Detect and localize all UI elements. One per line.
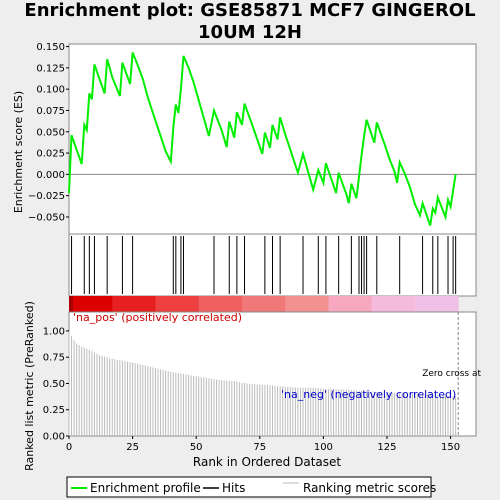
- heat-segment: [69, 296, 113, 312]
- es-y-tick-label: 0.025: [36, 149, 65, 160]
- x-axis-ticks: 0 25 50 75 100 125 150: [66, 436, 460, 453]
- es-y-ticks: −0.050 −0.025 0.000 0.025 0.050 0.075 0.100 0.1…: [28, 42, 69, 223]
- x-tick-label: 150: [441, 442, 460, 453]
- heat-segment: [372, 296, 416, 312]
- ranking-heat-bar: [69, 296, 459, 312]
- es-y-axis-label: Enrichment score (ES): [12, 91, 25, 213]
- heat-segment: [285, 296, 329, 312]
- heat-segment: [155, 296, 199, 312]
- heat-segment-top: [69, 296, 73, 312]
- neg-correlated-label: 'na_neg' (negatively correlated): [281, 388, 456, 401]
- heat-segment: [242, 296, 286, 312]
- x-axis-label: Rank in Ordered Dataset: [193, 455, 341, 469]
- es-y-tick-label: 0.000: [36, 170, 65, 181]
- legend: Enrichment profile Hits Ranking metric s…: [67, 477, 436, 497]
- heat-segment: [112, 296, 156, 312]
- x-tick-label: 25: [126, 442, 139, 453]
- heat-segment: [415, 296, 459, 312]
- heat-segment: [328, 296, 372, 312]
- metric-y-tick-label: 0.25: [43, 405, 65, 416]
- x-tick-label: 50: [190, 442, 203, 453]
- es-y-tick-label: 0.050: [36, 127, 65, 138]
- legend-profile-label: Enrichment profile: [90, 481, 201, 495]
- hits-panel: [69, 234, 476, 296]
- metric-y-tick-label: 0.50: [43, 379, 65, 390]
- x-tick-label: 0: [66, 442, 72, 453]
- es-y-tick-label: −0.050: [28, 212, 65, 223]
- es-y-tick-label: 0.100: [36, 85, 65, 96]
- x-tick-label: 75: [253, 442, 266, 453]
- metric-y-ticks: 0.00 0.25 0.50 0.75 1.00: [43, 326, 69, 442]
- metric-panel: Zero cross at 'na_pos' (positively corre…: [23, 301, 481, 471]
- es-y-tick-label: 0.075: [36, 106, 65, 117]
- es-y-tick-label: 0.125: [36, 63, 65, 74]
- metric-y-axis-label: Ranked list metric (PreRanked): [23, 301, 36, 471]
- legend-hits-label: Hits: [222, 481, 245, 495]
- es-y-tick-label: 0.150: [36, 42, 65, 53]
- metric-y-tick-label: 0.75: [43, 353, 65, 364]
- legend-metric-label: Ranking metric scores: [303, 481, 436, 495]
- x-tick-label: 125: [377, 442, 396, 453]
- heat-segment: [199, 296, 243, 312]
- metric-y-tick-label: 1.00: [43, 326, 65, 337]
- pos-correlated-label: 'na_pos' (positively correlated): [73, 311, 242, 324]
- metric-y-tick-label: 0.00: [43, 432, 65, 443]
- zero-cross-label: Zero cross at: [422, 369, 481, 379]
- es-panel: −0.050 −0.025 0.000 0.025 0.050 0.075 0.100 0.1…: [12, 42, 476, 234]
- es-y-tick-label: −0.025: [28, 191, 65, 202]
- x-tick-label: 100: [314, 442, 333, 453]
